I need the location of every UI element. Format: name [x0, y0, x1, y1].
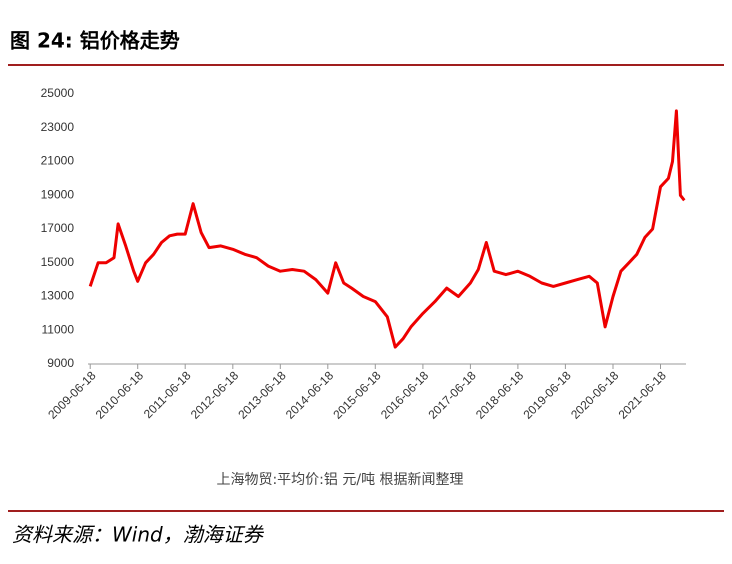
- chart-title: 图 24: 铝价格走势: [10, 29, 180, 53]
- x-tick-label: 2011-06-18: [141, 368, 194, 421]
- source-rule: [8, 510, 724, 512]
- y-tick-label: 21000: [41, 154, 75, 168]
- source: 资料来源：Wind，渤海证券: [12, 523, 265, 547]
- x-tick-label: 2018-06-18: [473, 368, 527, 422]
- y-tick-label: 13000: [41, 289, 75, 303]
- price-line: [88, 109, 686, 349]
- x-tick-label: 2020-06-18: [568, 368, 622, 422]
- y-tick-label: 15000: [41, 255, 75, 269]
- y-tick-label: 19000: [41, 187, 75, 201]
- x-tick-label: 2009-06-18: [45, 368, 99, 422]
- x-tick-label: 2021-06-18: [616, 368, 670, 422]
- y-tick-label: 17000: [41, 221, 75, 235]
- y-tick-label: 11000: [42, 322, 75, 336]
- x-tick-label: 2015-06-18: [330, 368, 384, 422]
- x-tick-label: 2019-06-18: [520, 368, 574, 422]
- x-tick-label: 2014-06-18: [283, 368, 337, 422]
- x-tick-label: 2017-06-18: [425, 368, 479, 422]
- title-rule: [8, 64, 724, 66]
- chart-note: 上海物贸:平均价:铝 元/吨 根据新闻整理: [216, 472, 463, 488]
- y-tick-label: 9000: [47, 356, 74, 370]
- y-tick-label: 23000: [41, 120, 75, 134]
- x-tick-label: 2012-06-18: [188, 368, 242, 422]
- x-tick-label: 2010-06-18: [93, 368, 147, 422]
- y-tick-label: 25000: [41, 86, 75, 100]
- x-tick-label: 2013-06-18: [235, 368, 289, 422]
- x-tick-label: 2016-06-18: [378, 368, 432, 422]
